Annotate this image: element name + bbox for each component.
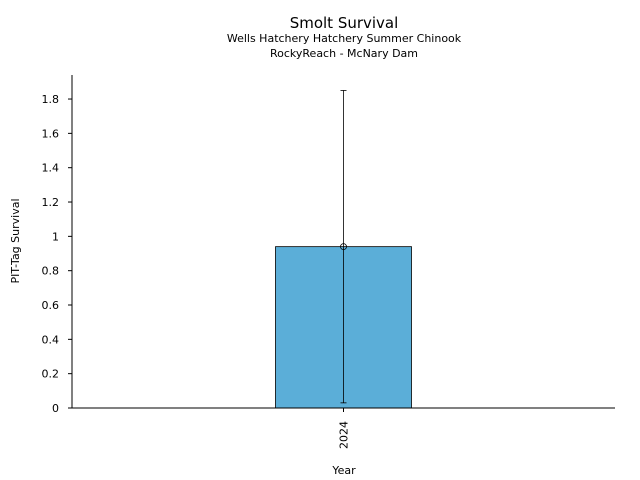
point-marker-2024 <box>340 243 347 251</box>
y-axis-label: PIT-Tag Survival <box>9 198 22 283</box>
y-tick-label: 1.4 <box>42 162 60 175</box>
y-tick-label: 1.2 <box>42 196 60 209</box>
y-tick-label: 0.6 <box>42 299 60 312</box>
x-axis-label: Year <box>331 464 356 477</box>
chart-subtitle-line-2: RockyReach - McNary Dam <box>270 47 418 60</box>
x-axis-ticks: 2024 <box>338 408 351 449</box>
y-tick-label: 0 <box>52 402 59 415</box>
y-tick-label: 0.2 <box>42 368 60 381</box>
plot-area <box>275 90 412 409</box>
x-tick-label: 2024 <box>338 421 351 449</box>
y-tick-label: 0.8 <box>42 265 60 278</box>
chart-title: Smolt Survival <box>290 14 399 32</box>
y-tick-label: 1 <box>52 230 59 243</box>
y-tick-label: 0.4 <box>42 333 60 346</box>
y-tick-label: 1.6 <box>42 127 60 140</box>
chart-subtitle-line-1: Wells Hatchery Hatchery Summer Chinook <box>227 32 462 45</box>
y-axis-ticks: 0 0.2 0.4 0.6 0.8 1 1.2 1.4 1.6 1.8 <box>42 93 72 415</box>
y-tick-label: 1.8 <box>42 93 60 106</box>
